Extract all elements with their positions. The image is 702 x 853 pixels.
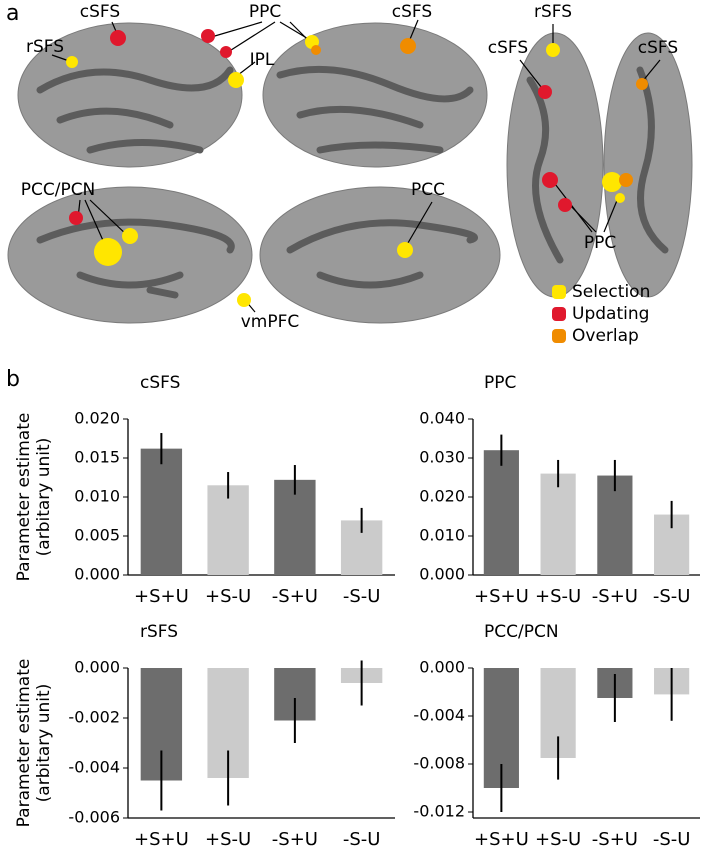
y-tick-label: 0.010 <box>74 487 120 506</box>
sulci <box>276 65 474 154</box>
y-tick-label: 0.005 <box>74 526 120 545</box>
y-tick-label: 0.015 <box>74 448 120 467</box>
y-tick-label: -0.006 <box>68 808 120 827</box>
activation-spot <box>615 193 625 203</box>
sulci <box>286 219 478 289</box>
bar <box>540 473 576 575</box>
x-tick-label: -S-U <box>343 829 381 850</box>
region-label: cSFS <box>80 2 120 22</box>
y-tick-label: 0.000 <box>74 658 120 677</box>
activation-spot <box>538 85 552 99</box>
region-label: cSFS <box>392 2 432 22</box>
legend-swatch <box>552 285 566 299</box>
activation-spot <box>542 172 558 188</box>
legend-swatch <box>552 329 566 343</box>
chart-title: cSFS <box>140 373 180 393</box>
activation-spot <box>558 198 572 212</box>
activation-spot <box>636 78 648 90</box>
region-label: rSFS <box>534 2 572 22</box>
brain-images <box>7 22 693 324</box>
sulci <box>526 66 669 264</box>
activation-spot <box>237 293 251 307</box>
region-label: PPC <box>584 233 616 253</box>
panel-label: b <box>6 367 20 392</box>
region-label: vmPFC <box>241 312 300 332</box>
region-label: PCC <box>411 180 445 200</box>
x-tick-label: +S-U <box>205 586 251 607</box>
bar <box>140 448 183 575</box>
region-label: PCC/PCN <box>21 180 96 200</box>
y-axis-label: (arbitary unit) <box>34 684 54 803</box>
activation-spot <box>397 242 413 258</box>
x-tick-label: -S-U <box>343 586 381 607</box>
y-tick-label: 0.000 <box>419 658 465 677</box>
activation-spot <box>228 72 244 88</box>
x-tick-label: +S+U <box>134 586 189 607</box>
y-tick-label: -0.002 <box>68 708 120 727</box>
chart-title: rSFS <box>140 622 178 642</box>
y-tick-label: 0.000 <box>74 565 120 584</box>
legend-label: Selection <box>572 282 650 302</box>
region-label: cSFS <box>638 38 678 58</box>
activation-spot <box>400 38 416 54</box>
chart-title: PCC/PCN <box>484 622 559 642</box>
activation-spot <box>69 211 83 225</box>
y-tick-label: -0.004 <box>413 706 465 725</box>
bar <box>274 479 316 575</box>
brain-medial-left <box>7 186 253 324</box>
activation-spot <box>94 238 122 266</box>
brain-medial-right <box>259 186 501 324</box>
brain-lateral-right <box>262 22 488 168</box>
x-tick-label: +S+U <box>474 586 529 607</box>
y-tick-label: 0.020 <box>419 487 465 506</box>
activation-spot <box>201 29 215 43</box>
bar <box>207 485 249 575</box>
y-axis-label: Parameter estimate <box>14 659 34 828</box>
legend-label: Updating <box>572 304 649 324</box>
y-tick-label: -0.008 <box>413 754 465 773</box>
panel-label: a <box>6 1 19 26</box>
x-tick-label: -S+U <box>272 586 318 607</box>
y-tick-label: 0.040 <box>419 409 465 428</box>
region-label: PPC <box>249 2 281 22</box>
sulci <box>36 66 234 154</box>
x-tick-label: +S-U <box>205 829 251 850</box>
x-tick-label: +S-U <box>535 829 581 850</box>
x-tick-label: -S-U <box>653 586 691 607</box>
x-tick-label: +S+U <box>474 829 529 850</box>
bar <box>483 450 519 575</box>
region-label: IPL <box>250 50 275 70</box>
legend-swatch <box>552 307 566 321</box>
x-tick-label: -S+U <box>592 586 638 607</box>
y-axis-label: Parameter estimate <box>14 413 34 582</box>
y-tick-label: 0.030 <box>419 448 465 467</box>
activation-spot <box>546 43 560 57</box>
x-tick-label: -S+U <box>592 829 638 850</box>
activation-spot <box>602 172 622 192</box>
x-tick-label: +S-U <box>535 586 581 607</box>
y-tick-label: -0.012 <box>413 802 465 821</box>
x-tick-label: -S+U <box>272 829 318 850</box>
bar <box>597 475 633 575</box>
region-label: rSFS <box>26 37 64 57</box>
activation-spot <box>619 173 633 187</box>
activation-spot <box>110 30 126 46</box>
region-label: cSFS <box>488 38 528 58</box>
x-tick-label: +S+U <box>134 829 189 850</box>
y-tick-label: -0.004 <box>68 758 120 777</box>
y-axis-label: (arbitary unit) <box>34 438 54 557</box>
x-tick-label: -S-U <box>653 829 691 850</box>
sulci <box>36 218 235 299</box>
activation-spot <box>311 45 321 55</box>
y-tick-label: 0.010 <box>419 526 465 545</box>
activation-spot <box>66 56 78 68</box>
y-tick-label: 0.000 <box>419 565 465 584</box>
activation-spot <box>122 228 138 244</box>
legend-label: Overlap <box>572 326 639 346</box>
activation-spot <box>220 46 232 58</box>
y-tick-label: 0.020 <box>74 409 120 428</box>
chart-title: PPC <box>484 373 516 393</box>
